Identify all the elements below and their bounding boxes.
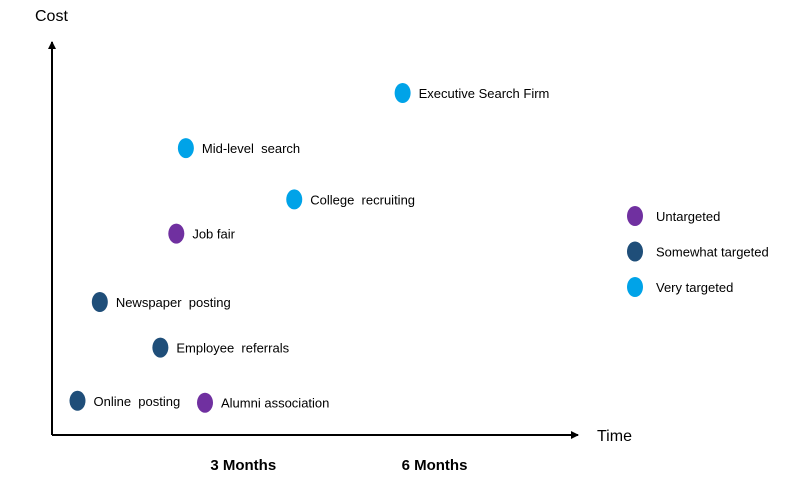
- data-point-label: Newspaper posting: [116, 295, 231, 310]
- y-axis-title: Cost: [35, 8, 68, 25]
- data-point-label: Alumni association: [221, 396, 329, 411]
- x-tick-label: 6 Months: [402, 457, 468, 474]
- legend: Untargeted Somewhat targeted Very targeted: [627, 206, 769, 297]
- x-axis-title: Time: [597, 428, 632, 445]
- data-point-marker: [91, 292, 108, 312]
- data-point-label: Executive Search Firm: [419, 86, 550, 101]
- data-points: Executive Search Firm Mid-level search Col…: [69, 83, 550, 413]
- data-point-label: Mid-level search: [202, 141, 300, 156]
- data-point-marker: [69, 390, 86, 411]
- data-point-marker: [394, 83, 411, 103]
- data-point-marker: [197, 392, 213, 413]
- data-point-marker: [152, 337, 169, 358]
- legend-label: Very targeted: [656, 280, 733, 295]
- x-tick-label: 3 Months: [210, 457, 276, 474]
- data-point-label: College recruiting: [310, 192, 415, 207]
- legend-marker: [627, 206, 643, 226]
- data-point-label: Job fair: [192, 227, 235, 242]
- data-point-label: Employee referrals: [176, 341, 289, 356]
- legend-label: Somewhat targeted: [656, 245, 769, 260]
- data-point-marker: [286, 189, 303, 210]
- legend-marker: [627, 277, 643, 297]
- data-point-marker: [177, 138, 194, 159]
- legend-label: Untargeted: [656, 209, 720, 224]
- x-tick-labels: 3 Months 6 Months: [210, 457, 467, 474]
- data-point-label: Online posting: [94, 394, 181, 409]
- data-point-marker: [168, 223, 185, 244]
- legend-marker: [627, 241, 643, 262]
